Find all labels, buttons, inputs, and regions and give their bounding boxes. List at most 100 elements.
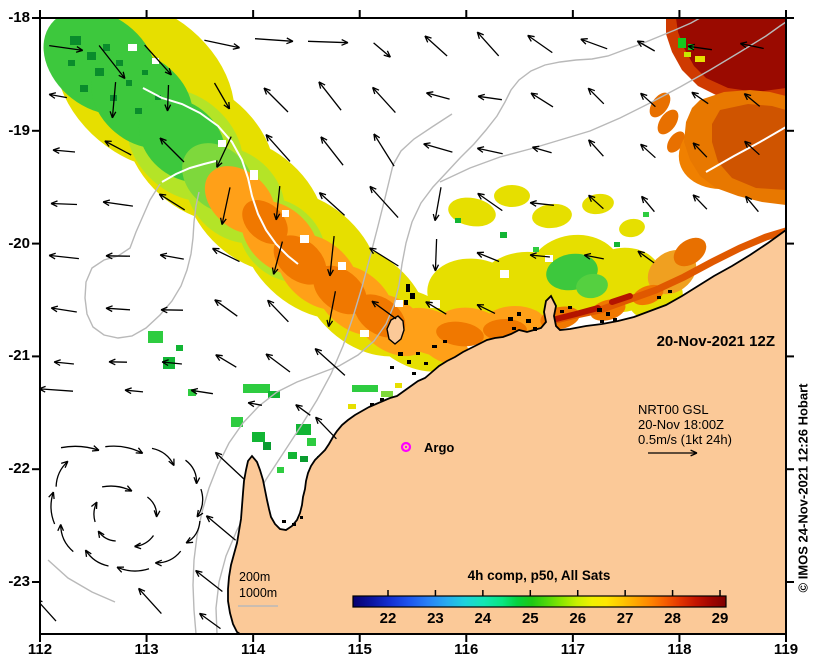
current-vector-arrow	[158, 193, 186, 211]
sst-speck	[296, 424, 311, 435]
current-vector-arrow	[583, 252, 604, 260]
current-vector-arrow	[527, 34, 553, 54]
current-vector-arrow	[529, 199, 554, 207]
sst-patch	[273, 235, 327, 285]
map-timestamp-label: 20-Nov-2021 12Z	[656, 333, 775, 350]
sst-speck	[614, 242, 620, 247]
current-vector-arrow	[371, 300, 397, 320]
current-vector-arrow	[109, 82, 117, 119]
sst-patch	[313, 265, 367, 315]
sst-speck	[218, 140, 226, 147]
sst-speck	[455, 218, 461, 223]
sst-speck	[70, 36, 81, 45]
current-vector-arrow	[137, 587, 162, 615]
vector-scale-arrow	[648, 449, 698, 457]
current-vector-arrow	[254, 37, 294, 45]
current-vector-arrow	[640, 195, 655, 213]
argo-float-marker	[400, 441, 412, 453]
island	[560, 310, 564, 313]
island	[606, 312, 610, 316]
island	[597, 308, 602, 312]
current-vector-arrow	[476, 303, 496, 314]
current-vector-arrow	[219, 187, 231, 225]
sst-speck	[500, 270, 509, 278]
sst-speck	[263, 442, 271, 450]
sst-speck	[338, 262, 346, 270]
colorbar-tick-label: 24	[474, 610, 492, 627]
current-vector-arrow	[373, 133, 395, 167]
x-axis-tick-label: 114	[241, 641, 266, 658]
colorbar-tick-label: 26	[569, 610, 587, 627]
y-axis-tick-label: -18	[8, 9, 30, 26]
island	[404, 300, 408, 305]
bathymetry-contour	[84, 183, 200, 339]
sst-speck	[282, 210, 289, 217]
current-vector-arrow	[116, 566, 150, 573]
sst-speck	[643, 212, 649, 217]
current-vector-arrow	[151, 447, 175, 467]
island	[410, 293, 415, 299]
current-vector-arrow	[204, 39, 240, 50]
current-vector-arrow	[215, 354, 237, 368]
current-vector-arrow	[326, 291, 337, 328]
sst-speck	[678, 38, 686, 48]
current-vector-arrow	[743, 92, 761, 107]
sst-speck	[545, 255, 553, 262]
island	[526, 319, 531, 323]
sst-speck	[126, 80, 132, 86]
sst-speck	[250, 170, 258, 180]
current-vector-arrow	[476, 31, 500, 57]
sst-speck	[135, 108, 142, 114]
sst-patch	[242, 200, 288, 244]
island	[668, 290, 672, 293]
sst-speck	[128, 44, 137, 51]
current-vector-arrow	[48, 252, 79, 260]
island	[282, 520, 286, 523]
sst-speck	[80, 85, 88, 92]
current-vector-arrow	[216, 136, 232, 168]
vector-legend-line3: 0.5m/s (1kt 24h)	[638, 432, 732, 447]
sst-speck	[360, 330, 369, 337]
bathymetry-contour	[439, 21, 786, 183]
current-vector-arrow	[424, 35, 448, 57]
current-vector-arrow	[314, 347, 346, 376]
sst-speck	[95, 68, 104, 76]
island	[424, 362, 428, 365]
island	[412, 372, 416, 375]
current-vector-arrow	[477, 93, 502, 101]
sst-speck	[142, 70, 148, 75]
sst-speck	[110, 95, 117, 101]
current-vector-arrow	[52, 147, 76, 154]
current-vector-arrow	[637, 250, 655, 264]
sst-speck	[430, 300, 440, 308]
current-vector-arrow	[40, 599, 57, 622]
sst-patch	[532, 203, 572, 229]
plot-area	[40, 18, 786, 634]
y-axis-tick-label: -22	[8, 460, 30, 478]
current-vector-arrow	[205, 515, 237, 541]
island	[398, 352, 403, 356]
current-vector-arrow	[214, 451, 246, 481]
barrow-island	[386, 315, 405, 345]
island	[568, 306, 572, 309]
current-vector-arrow	[185, 520, 201, 544]
island	[370, 403, 374, 406]
sst-speck	[684, 52, 691, 57]
current-vector-arrow	[190, 387, 214, 395]
land-mass	[227, 228, 786, 634]
colorbar-title: 4h comp, p50, All Sats	[467, 568, 611, 583]
current-vector-arrow	[105, 252, 131, 260]
argo-float-marker-dot	[404, 445, 408, 449]
current-vector-arrow	[105, 305, 131, 313]
sst-speck	[348, 404, 356, 409]
current-vector-arrow	[50, 305, 77, 313]
x-axis-tick-label: 119	[773, 641, 799, 658]
bathymetry-contour	[215, 113, 453, 634]
island	[432, 345, 437, 348]
current-vector-arrow	[265, 353, 291, 373]
current-vector-arrow	[691, 91, 709, 105]
current-vector-arrow	[529, 252, 550, 260]
sst-coastal-strip	[549, 305, 601, 323]
